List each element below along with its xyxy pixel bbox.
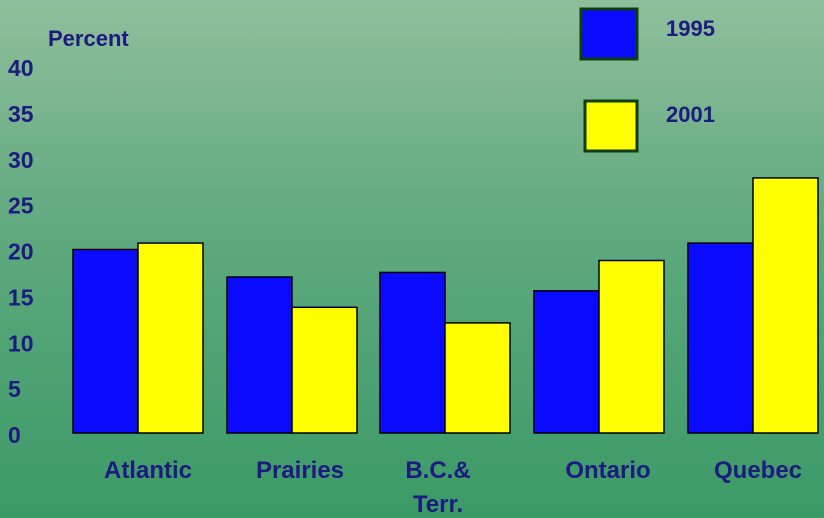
- legend-label-1995: 1995: [666, 16, 715, 41]
- bar-1995-4: [687, 242, 754, 434]
- y-tick-label: 25: [8, 193, 34, 219]
- y-axis-label: Percent: [48, 26, 129, 51]
- bar-1995-3: [533, 290, 600, 434]
- x-tick-label: Ontario: [565, 457, 650, 484]
- bars: [72, 177, 819, 434]
- bar-1995-2: [379, 271, 446, 434]
- bar-1995-1: [226, 276, 293, 434]
- bar-1995-0: [72, 248, 139, 434]
- bar-2001-2: [444, 322, 511, 434]
- y-tick-label: 30: [8, 147, 34, 173]
- bar-2001-1: [291, 306, 358, 434]
- x-axis-labels: Atlantic Prairies B.C.& Terr. Ontario Quebec: [104, 457, 802, 518]
- y-axis-ticks: 0 5 10 15 20 25 30 35 40: [8, 55, 34, 448]
- bar-2001-3: [598, 259, 665, 434]
- x-tick-label: Prairies: [256, 457, 344, 484]
- x-tick-label: B.C.& Terr.: [405, 457, 470, 518]
- y-tick-label: 0: [8, 422, 21, 448]
- legend-swatch-2001: [583, 99, 639, 153]
- y-tick-label: 40: [8, 55, 34, 81]
- legend-label-2001: 2001: [666, 102, 715, 127]
- y-tick-label: 15: [8, 284, 34, 310]
- y-tick-label: 5: [8, 376, 21, 402]
- bar-2001-0: [137, 242, 204, 434]
- bar-2001-4: [752, 177, 819, 434]
- y-tick-label: 10: [8, 330, 34, 356]
- x-tick-label: Quebec: [714, 457, 802, 484]
- x-tick-label: Atlantic: [104, 457, 192, 484]
- y-tick-label: 20: [8, 239, 34, 265]
- y-tick-label: 35: [8, 101, 34, 127]
- legend: 1995 2001: [579, 7, 715, 153]
- legend-swatch-1995: [579, 7, 639, 61]
